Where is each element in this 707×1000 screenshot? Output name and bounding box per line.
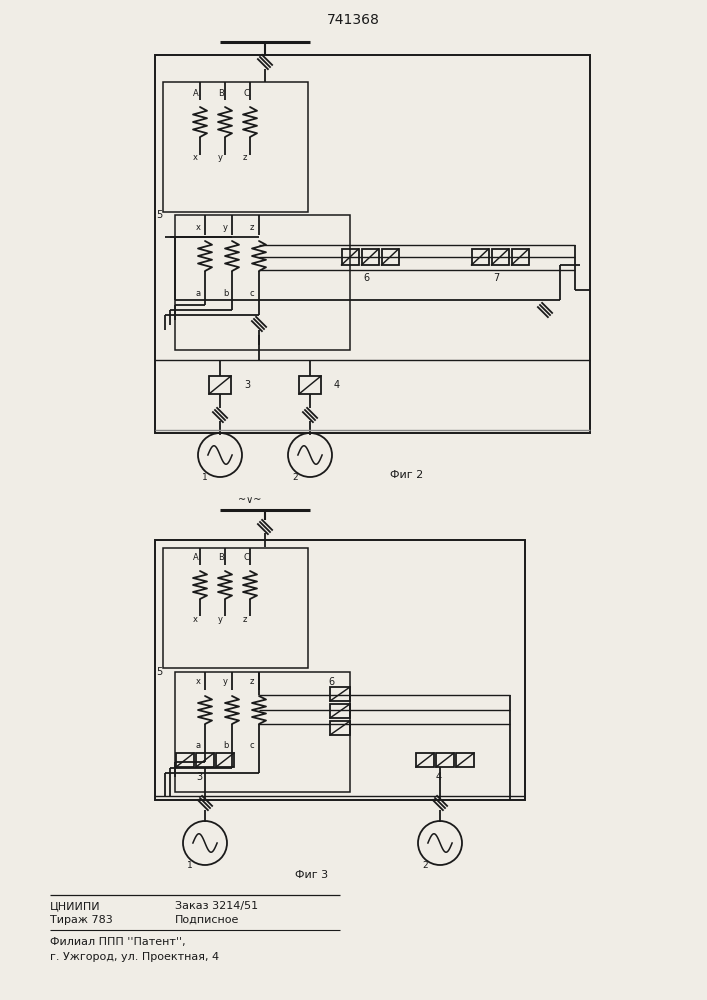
Bar — [456, 753, 474, 767]
Text: Заказ 3214/51: Заказ 3214/51 — [175, 901, 258, 911]
Text: Фиг 3: Фиг 3 — [295, 870, 328, 880]
Bar — [299, 376, 321, 394]
Text: a: a — [196, 288, 201, 298]
Bar — [361, 249, 378, 265]
Bar — [330, 687, 350, 701]
Text: b: b — [223, 288, 228, 298]
Bar — [330, 721, 350, 735]
Text: Фиг 2: Фиг 2 — [390, 470, 423, 480]
Text: C: C — [243, 554, 249, 562]
Text: 1: 1 — [187, 861, 193, 870]
Bar — [382, 249, 399, 265]
Text: y: y — [223, 224, 228, 232]
Text: B: B — [218, 554, 224, 562]
Text: c: c — [250, 740, 255, 750]
Text: 3: 3 — [244, 380, 250, 390]
Bar — [209, 376, 231, 394]
Text: x: x — [193, 153, 198, 162]
Text: A: A — [193, 90, 199, 99]
Text: 2: 2 — [422, 861, 428, 870]
Bar — [436, 753, 454, 767]
Text: x: x — [196, 678, 201, 686]
Text: B: B — [218, 90, 224, 99]
Bar — [155, 540, 525, 800]
Text: a: a — [196, 740, 201, 750]
Text: c: c — [250, 288, 255, 298]
Bar — [330, 704, 350, 718]
Text: y: y — [223, 678, 228, 686]
Text: ~∨~: ~∨~ — [238, 495, 262, 505]
Text: 741368: 741368 — [327, 13, 380, 27]
Text: 2: 2 — [292, 474, 298, 483]
Text: Подписное: Подписное — [175, 915, 240, 925]
Text: 5: 5 — [156, 667, 162, 677]
Bar — [175, 672, 350, 792]
Text: z: z — [243, 614, 247, 624]
Text: x: x — [196, 224, 201, 232]
Text: 5: 5 — [156, 210, 162, 220]
Bar — [472, 249, 489, 265]
Text: y: y — [218, 153, 223, 162]
Text: 4: 4 — [436, 772, 442, 782]
Text: 1: 1 — [202, 474, 208, 483]
Text: x: x — [193, 614, 198, 624]
Bar — [155, 55, 590, 433]
Bar — [491, 249, 508, 265]
Text: 3: 3 — [196, 772, 202, 782]
Bar — [216, 753, 234, 767]
Text: z: z — [250, 224, 255, 232]
Bar — [176, 753, 194, 767]
Text: z: z — [243, 153, 247, 162]
Bar — [416, 753, 434, 767]
Text: 6: 6 — [328, 677, 334, 687]
Text: ЦНИИПИ: ЦНИИПИ — [50, 901, 100, 911]
Bar — [511, 249, 529, 265]
Text: z: z — [250, 678, 255, 686]
Text: 6: 6 — [363, 273, 369, 283]
Text: Филиал ППП ''Патент'',: Филиал ППП ''Патент'', — [50, 937, 186, 947]
Text: Тираж 783: Тираж 783 — [50, 915, 112, 925]
Text: y: y — [218, 614, 223, 624]
Text: 7: 7 — [493, 273, 499, 283]
Bar — [163, 82, 308, 212]
Text: 4: 4 — [334, 380, 340, 390]
Text: C: C — [243, 90, 249, 99]
Bar — [163, 548, 308, 668]
Text: A: A — [193, 554, 199, 562]
Text: г. Ужгород, ул. Проектная, 4: г. Ужгород, ул. Проектная, 4 — [50, 952, 219, 962]
Text: b: b — [223, 740, 228, 750]
Bar — [341, 249, 358, 265]
Bar — [175, 215, 350, 350]
Bar — [196, 753, 214, 767]
